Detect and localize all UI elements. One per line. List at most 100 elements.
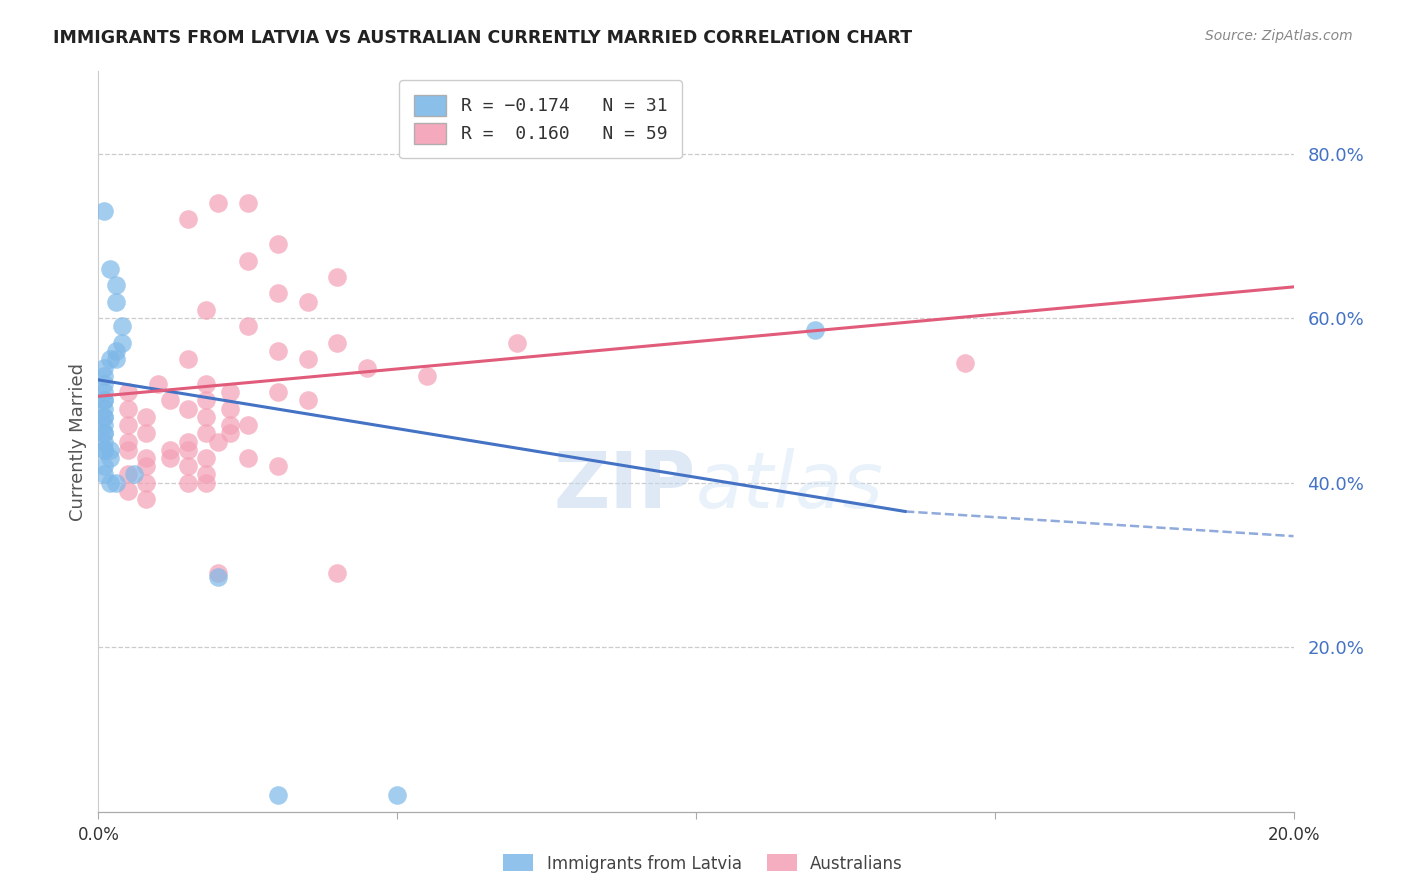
Point (297, 352, 319, 367)
Point (195, 393, 218, 408)
Point (117, 483, 139, 498)
Point (219, 418, 242, 433)
Point (195, 467, 218, 482)
Point (177, 401, 200, 416)
Point (219, 385, 242, 400)
Point (93, 418, 115, 433)
Point (267, 385, 290, 400)
Point (135, 426, 157, 441)
Point (93, 426, 115, 441)
Point (195, 302, 218, 317)
Legend: R = −0.174   N = 31, R =  0.160   N = 59: R = −0.174 N = 31, R = 0.160 N = 59 (399, 80, 682, 158)
Point (207, 566, 229, 581)
Point (177, 352, 200, 367)
Point (385, 789, 409, 803)
Point (267, 459, 290, 474)
Point (93, 459, 115, 474)
Point (93, 385, 115, 400)
Point (93, 368, 115, 383)
Point (117, 401, 139, 416)
Point (267, 789, 290, 803)
Point (207, 570, 229, 584)
Point (506, 335, 529, 350)
Point (804, 324, 827, 338)
Point (148, 376, 170, 391)
Point (98, 450, 122, 465)
Point (135, 459, 157, 474)
Point (93, 442, 115, 457)
Point (93, 204, 115, 219)
Point (267, 286, 290, 301)
Point (98, 475, 122, 490)
Point (219, 401, 242, 416)
Text: atlas: atlas (696, 448, 884, 524)
Point (135, 475, 157, 490)
Point (177, 475, 200, 490)
Point (195, 475, 218, 490)
Point (111, 335, 134, 350)
Point (93, 409, 115, 424)
Point (105, 344, 128, 359)
Point (93, 393, 115, 408)
Point (177, 212, 200, 227)
Point (267, 237, 290, 252)
Point (93, 376, 115, 391)
Point (93, 442, 115, 457)
Legend: Immigrants from Latvia, Australians: Immigrants from Latvia, Australians (496, 847, 910, 880)
Point (93, 360, 115, 375)
Point (195, 450, 218, 465)
Point (236, 418, 259, 433)
Point (195, 426, 218, 441)
Point (416, 368, 439, 383)
Point (953, 356, 976, 370)
Point (207, 196, 229, 211)
Point (159, 450, 181, 465)
Point (105, 294, 128, 309)
Point (195, 409, 218, 424)
Text: IMMIGRANTS FROM LATVIA VS AUSTRALIAN CURRENTLY MARRIED CORRELATION CHART: IMMIGRANTS FROM LATVIA VS AUSTRALIAN CUR… (53, 29, 912, 46)
Point (93, 434, 115, 449)
Point (93, 393, 115, 408)
Point (93, 467, 115, 482)
Point (93, 426, 115, 441)
Point (326, 335, 349, 350)
Point (356, 360, 378, 375)
Point (93, 409, 115, 424)
Point (111, 319, 134, 334)
Point (236, 196, 259, 211)
Point (159, 442, 181, 457)
Point (267, 344, 290, 359)
Point (117, 385, 139, 400)
Point (98, 352, 122, 367)
Point (135, 450, 157, 465)
Point (105, 278, 128, 293)
Point (117, 467, 139, 482)
Point (326, 566, 349, 581)
Point (135, 492, 157, 507)
Point (98, 261, 122, 276)
Point (195, 376, 218, 391)
Point (117, 434, 139, 449)
Point (159, 393, 181, 408)
Point (117, 442, 139, 457)
Text: ZIP: ZIP (554, 448, 696, 524)
Point (236, 450, 259, 465)
Point (236, 319, 259, 334)
Point (105, 475, 128, 490)
Point (297, 393, 319, 408)
Point (219, 426, 242, 441)
Point (93, 401, 115, 416)
Point (98, 442, 122, 457)
Text: Source: ZipAtlas.com: Source: ZipAtlas.com (1205, 29, 1353, 43)
Point (207, 434, 229, 449)
Point (177, 459, 200, 474)
Point (297, 294, 319, 309)
Y-axis label: Currently Married: Currently Married (69, 362, 87, 521)
Point (326, 270, 349, 285)
Point (124, 467, 146, 482)
Point (236, 253, 259, 268)
Point (105, 352, 128, 367)
Point (117, 418, 139, 433)
Point (177, 434, 200, 449)
Point (135, 409, 157, 424)
